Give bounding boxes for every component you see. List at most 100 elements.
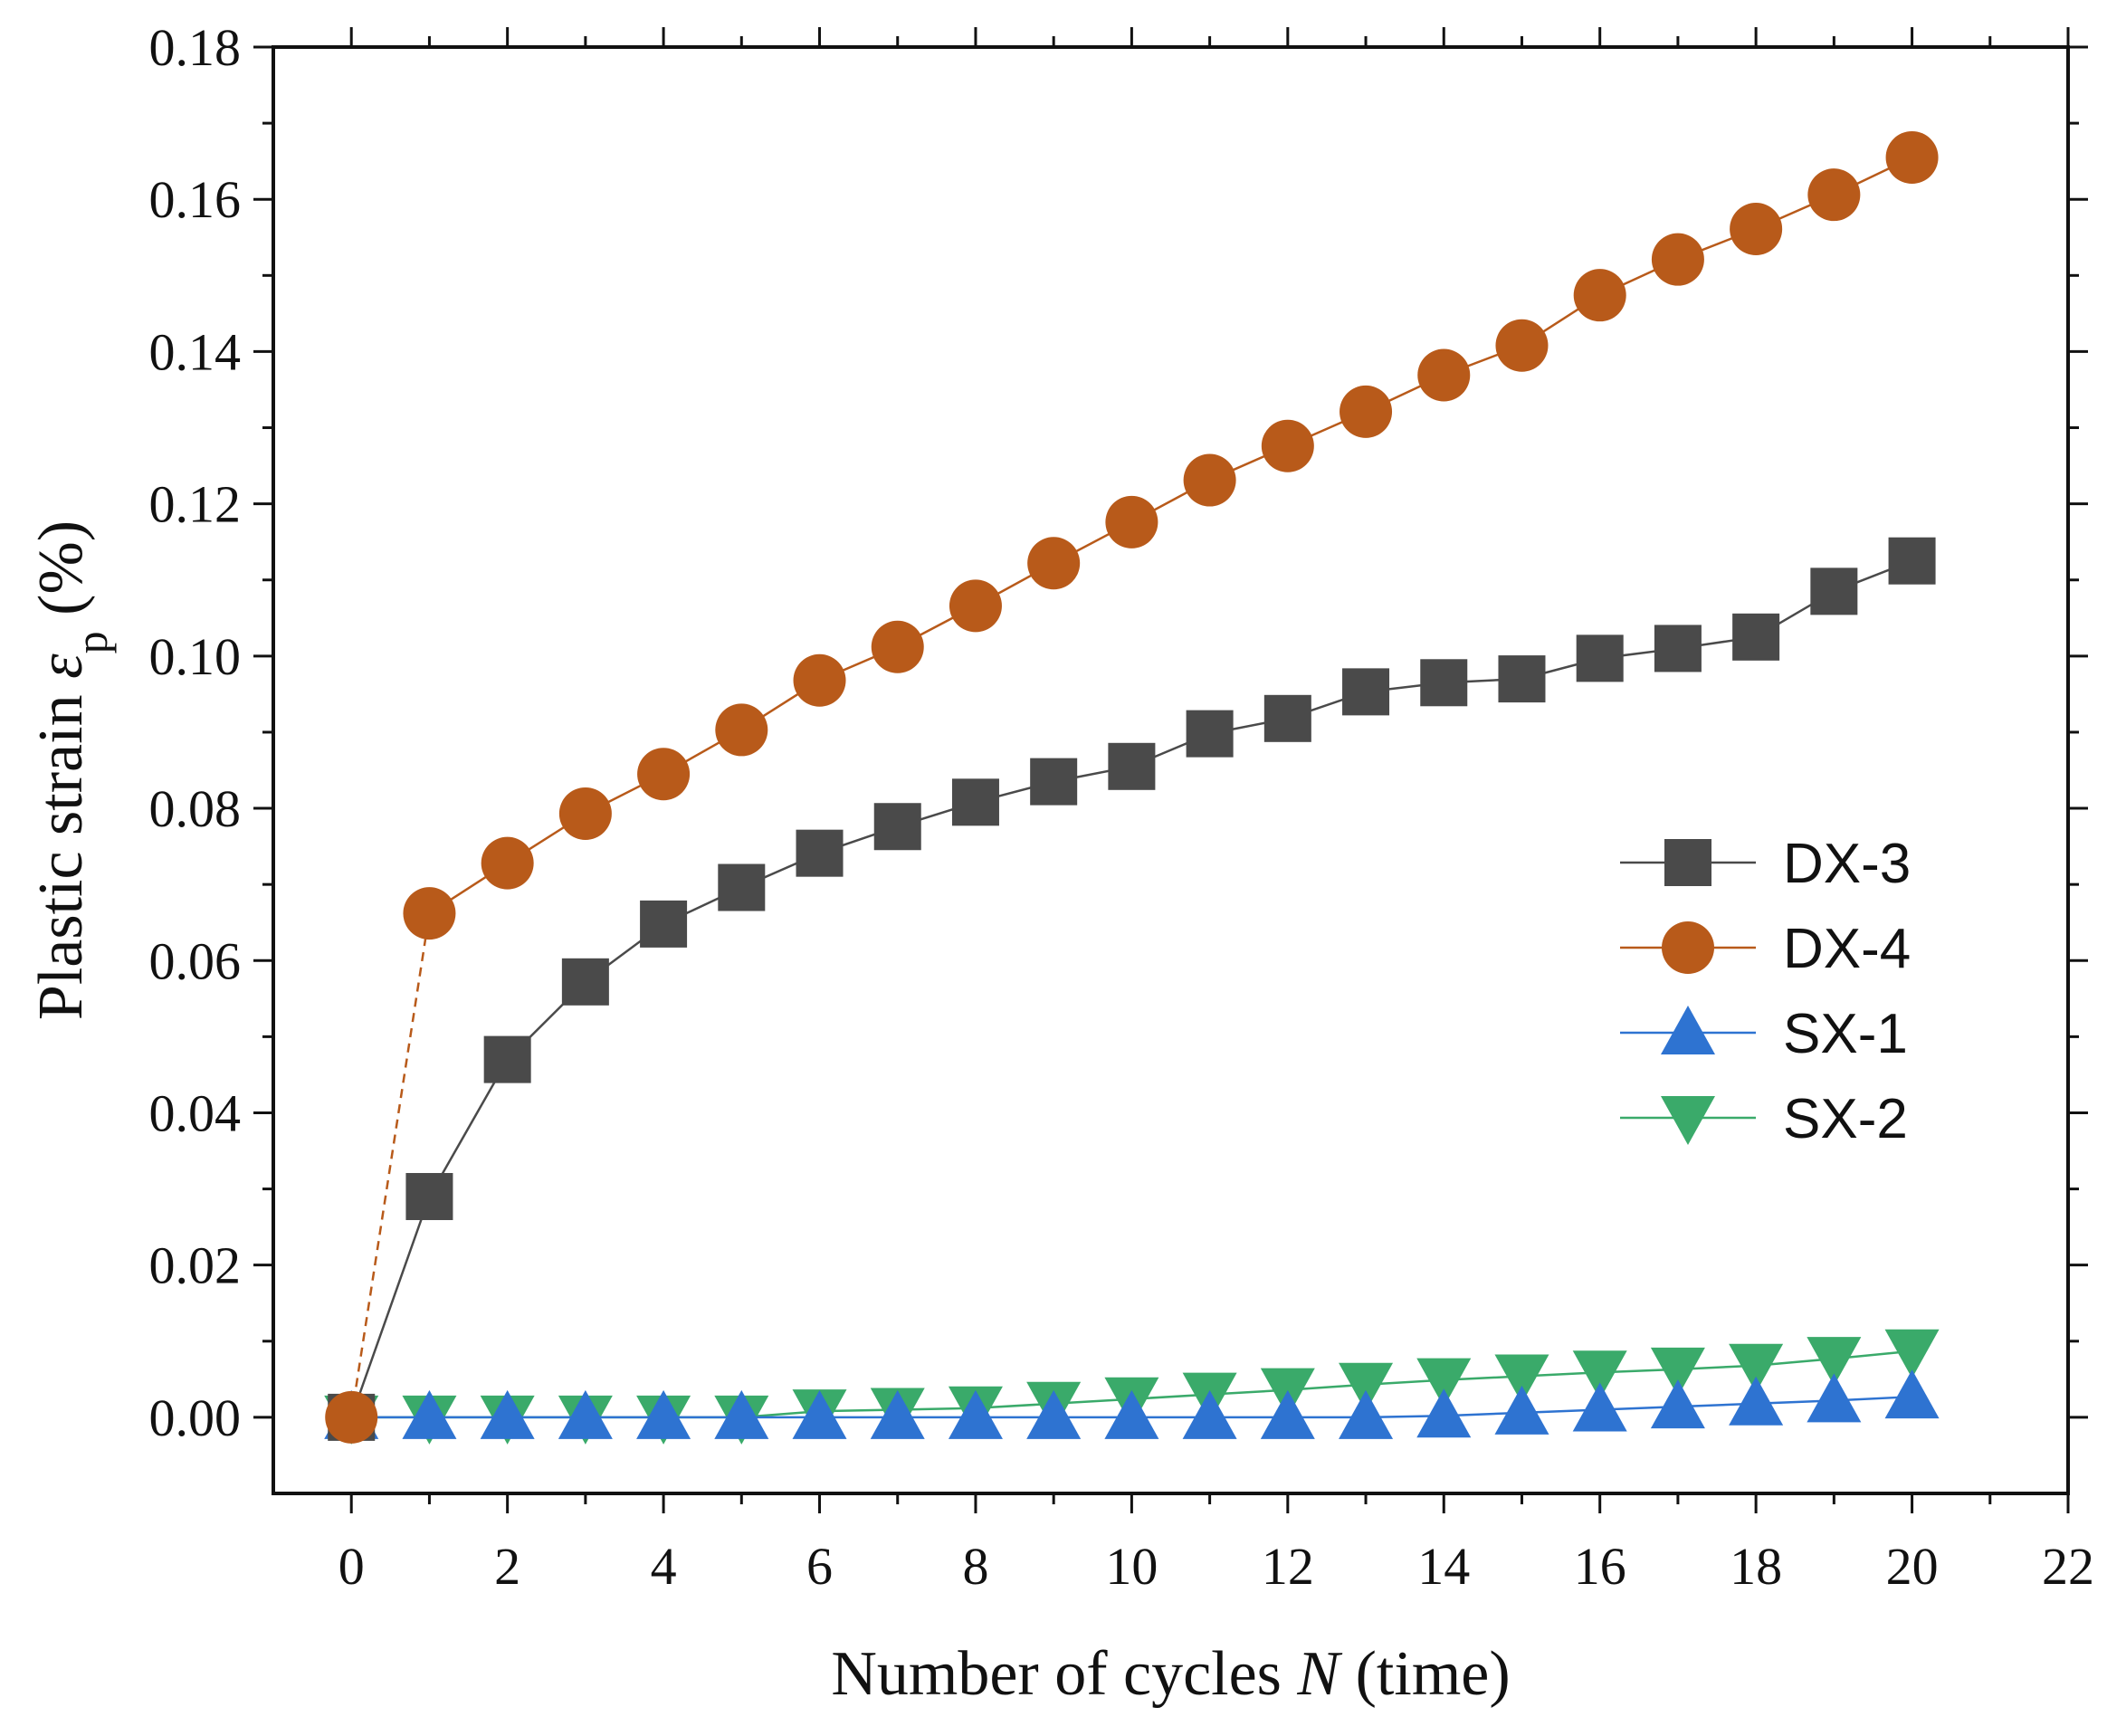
data-point bbox=[1576, 634, 1624, 682]
legend-label: DX-3 bbox=[1783, 833, 1911, 895]
x-tick-label: 2 bbox=[494, 1537, 520, 1596]
data-point bbox=[870, 1389, 925, 1439]
data-point bbox=[949, 579, 1002, 633]
legend-marker bbox=[1664, 839, 1711, 886]
data-point bbox=[1730, 203, 1783, 256]
data-point bbox=[1340, 385, 1393, 438]
data-point bbox=[1888, 537, 1936, 585]
data-point bbox=[948, 1389, 1003, 1439]
x-tick-label: 22 bbox=[2042, 1537, 2094, 1596]
x-tick-label: 8 bbox=[962, 1537, 988, 1596]
data-point bbox=[1650, 1347, 1705, 1397]
y-tick-label: 0.18 bbox=[149, 18, 242, 77]
data-point bbox=[1260, 1389, 1315, 1439]
x-tick-label: 20 bbox=[1886, 1537, 1939, 1596]
y-tick-label: 0.02 bbox=[149, 1236, 242, 1295]
series-dx-3 bbox=[328, 537, 1936, 1441]
data-point bbox=[1810, 568, 1858, 615]
data-point bbox=[714, 1389, 769, 1439]
data-point bbox=[483, 1035, 531, 1083]
data-point bbox=[1104, 1389, 1159, 1439]
x-tick-label: 0 bbox=[338, 1537, 365, 1596]
data-point bbox=[715, 703, 768, 757]
data-point bbox=[1416, 1388, 1472, 1438]
data-point bbox=[1651, 233, 1704, 286]
data-point bbox=[1495, 319, 1549, 372]
data-point bbox=[1026, 1389, 1082, 1439]
data-point bbox=[1105, 495, 1158, 548]
data-point bbox=[1339, 1389, 1394, 1439]
data-point bbox=[481, 836, 534, 890]
data-point bbox=[1342, 668, 1390, 716]
tick-labels: 0 2 4 6 8 10 12 14 16 18 20 22 0.00 0.02 0.04 0.06 0.08 0… bbox=[149, 18, 2095, 1596]
data-point bbox=[480, 1389, 535, 1439]
data-point bbox=[1650, 1379, 1705, 1429]
y-tick-label: 0.00 bbox=[149, 1388, 242, 1447]
data-point bbox=[1261, 419, 1314, 472]
y-axis-title-suffix: (%) bbox=[26, 520, 96, 631]
data-point bbox=[1572, 1350, 1627, 1400]
y-axis-title-var: ε bbox=[26, 653, 96, 679]
data-point bbox=[1182, 1389, 1237, 1439]
x-tick-label: 4 bbox=[651, 1537, 677, 1596]
data-point bbox=[402, 1389, 457, 1439]
x-tick-label: 18 bbox=[1730, 1537, 1782, 1596]
data-point bbox=[1807, 1337, 1862, 1387]
x-tick-label: 6 bbox=[806, 1537, 833, 1596]
series-line-dashed bbox=[349, 912, 431, 1418]
data-point bbox=[325, 1390, 378, 1444]
x-tick-label: 16 bbox=[1574, 1537, 1626, 1596]
legend-marker bbox=[1661, 1096, 1715, 1145]
x-axis-title-suffix: (time) bbox=[1340, 1639, 1511, 1709]
legend-item-sx-1: SX-1 bbox=[1620, 1003, 1908, 1065]
x-tick-label: 12 bbox=[1262, 1537, 1314, 1596]
data-point bbox=[1494, 1385, 1549, 1435]
legend-marker bbox=[1662, 921, 1714, 974]
x-tick-label: 14 bbox=[1417, 1537, 1470, 1596]
legend-label: DX-4 bbox=[1783, 918, 1911, 980]
y-tick-label: 0.10 bbox=[149, 627, 242, 686]
y-tick-label: 0.04 bbox=[149, 1083, 242, 1142]
data-point bbox=[951, 778, 999, 826]
data-point bbox=[1654, 625, 1702, 672]
data-point bbox=[1186, 710, 1234, 758]
y-tick-label: 0.06 bbox=[149, 931, 242, 990]
plot-frame bbox=[272, 45, 2070, 1495]
data-point bbox=[1339, 1362, 1394, 1412]
data-point bbox=[1732, 613, 1780, 661]
data-point bbox=[636, 1389, 691, 1439]
data-point bbox=[792, 1389, 847, 1439]
data-point bbox=[1263, 694, 1311, 742]
data-point bbox=[1572, 1382, 1627, 1432]
data-point bbox=[1030, 758, 1078, 806]
data-point bbox=[873, 803, 921, 851]
x-axis-title: Number of cycles N (time) bbox=[831, 1639, 1510, 1709]
data-point bbox=[1183, 453, 1236, 507]
x-axis-title-prefix: Number of cycles bbox=[831, 1639, 1297, 1709]
data-point bbox=[1807, 168, 1861, 222]
series-dx-4 bbox=[325, 130, 1939, 1444]
data-point bbox=[1729, 1376, 1784, 1426]
y-axis-title: Plastic strain εp (%) bbox=[26, 520, 117, 1020]
data-point bbox=[1885, 130, 1939, 184]
y-tick-label: 0.08 bbox=[149, 779, 242, 838]
data-point bbox=[1416, 1358, 1472, 1407]
legend-item-sx-2: SX-2 bbox=[1620, 1088, 1908, 1150]
data-point bbox=[1573, 269, 1626, 322]
data-point bbox=[793, 653, 846, 707]
legend-label: SX-2 bbox=[1783, 1088, 1908, 1150]
legend-item-dx-4: DX-4 bbox=[1620, 918, 1911, 980]
legend-label: SX-1 bbox=[1783, 1003, 1908, 1065]
y-tick-label: 0.16 bbox=[149, 170, 242, 229]
data-point bbox=[1729, 1343, 1784, 1393]
data-point bbox=[1108, 742, 1156, 790]
data-point bbox=[640, 900, 688, 948]
data-point bbox=[403, 887, 456, 940]
x-tick-label: 10 bbox=[1105, 1537, 1158, 1596]
data-point bbox=[1494, 1354, 1549, 1404]
data-point bbox=[1884, 1369, 1940, 1419]
data-point bbox=[1884, 1329, 1940, 1378]
data-point bbox=[796, 829, 844, 877]
y-tick-label: 0.12 bbox=[149, 475, 242, 534]
